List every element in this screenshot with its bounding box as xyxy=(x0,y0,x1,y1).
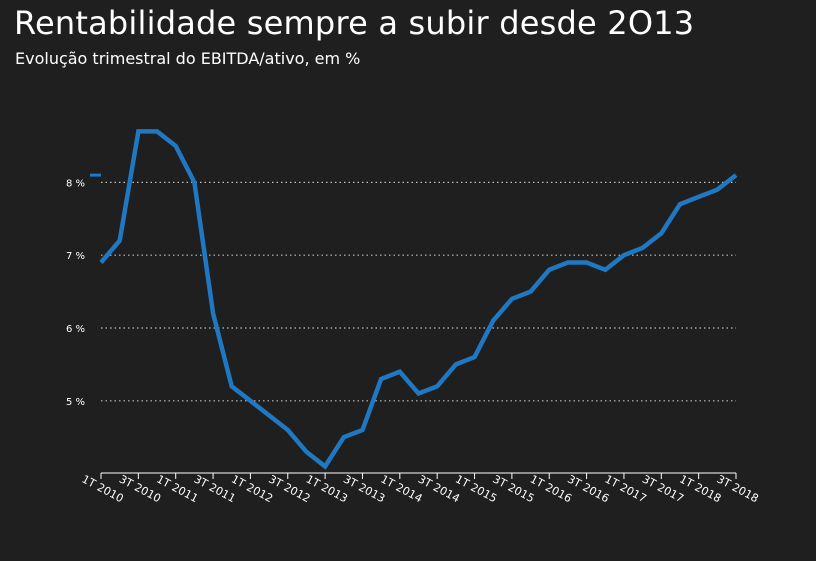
x-axis xyxy=(100,472,737,479)
x-tick-label: 3T 2014 xyxy=(416,473,462,506)
y-tick-label: 5 % xyxy=(66,397,85,408)
chart-title: Rentabilidade sempre a subir desde 2O13 xyxy=(14,4,695,42)
chart-subtitle: Evolução trimestral do EBITDA/ativo, em … xyxy=(15,49,361,68)
x-tick-label: 1T 2016 xyxy=(528,473,574,506)
x-tick-label: 3T 2017 xyxy=(640,473,686,506)
x-tick-label: 3T 2016 xyxy=(565,473,611,506)
x-tick-label: 3T 2018 xyxy=(715,473,761,506)
y-tick-label: 7 % xyxy=(66,251,85,262)
x-tick-label: 1T 2010 xyxy=(80,473,126,506)
x-tick-label: 1T 2011 xyxy=(154,473,200,506)
y-axis-labels: 5 % 6 % 7 % 8 % xyxy=(66,178,85,407)
x-tick-label: 1T 2018 xyxy=(677,473,723,506)
x-tick-label: 3T 2012 xyxy=(266,473,312,506)
x-tick-label: 3T 2011 xyxy=(192,473,238,506)
x-tick-label: 1T 2017 xyxy=(603,473,649,506)
x-tick-label: 1T 2014 xyxy=(378,473,424,506)
x-tick-label: 3T 2015 xyxy=(491,473,537,506)
series xyxy=(90,129,738,470)
y-tick-label: 8 % xyxy=(66,178,85,189)
y-tick-label: 6 % xyxy=(66,324,85,335)
series-line xyxy=(99,129,738,470)
gridlines xyxy=(101,181,736,402)
x-tick-label: 1T 2015 xyxy=(453,473,499,506)
x-tick-label: 3T 2013 xyxy=(341,473,387,506)
x-tick-label: 3T 2010 xyxy=(117,473,163,506)
x-tick-label: 1T 2013 xyxy=(304,473,350,506)
x-tick-label: 1T 2012 xyxy=(229,473,275,506)
